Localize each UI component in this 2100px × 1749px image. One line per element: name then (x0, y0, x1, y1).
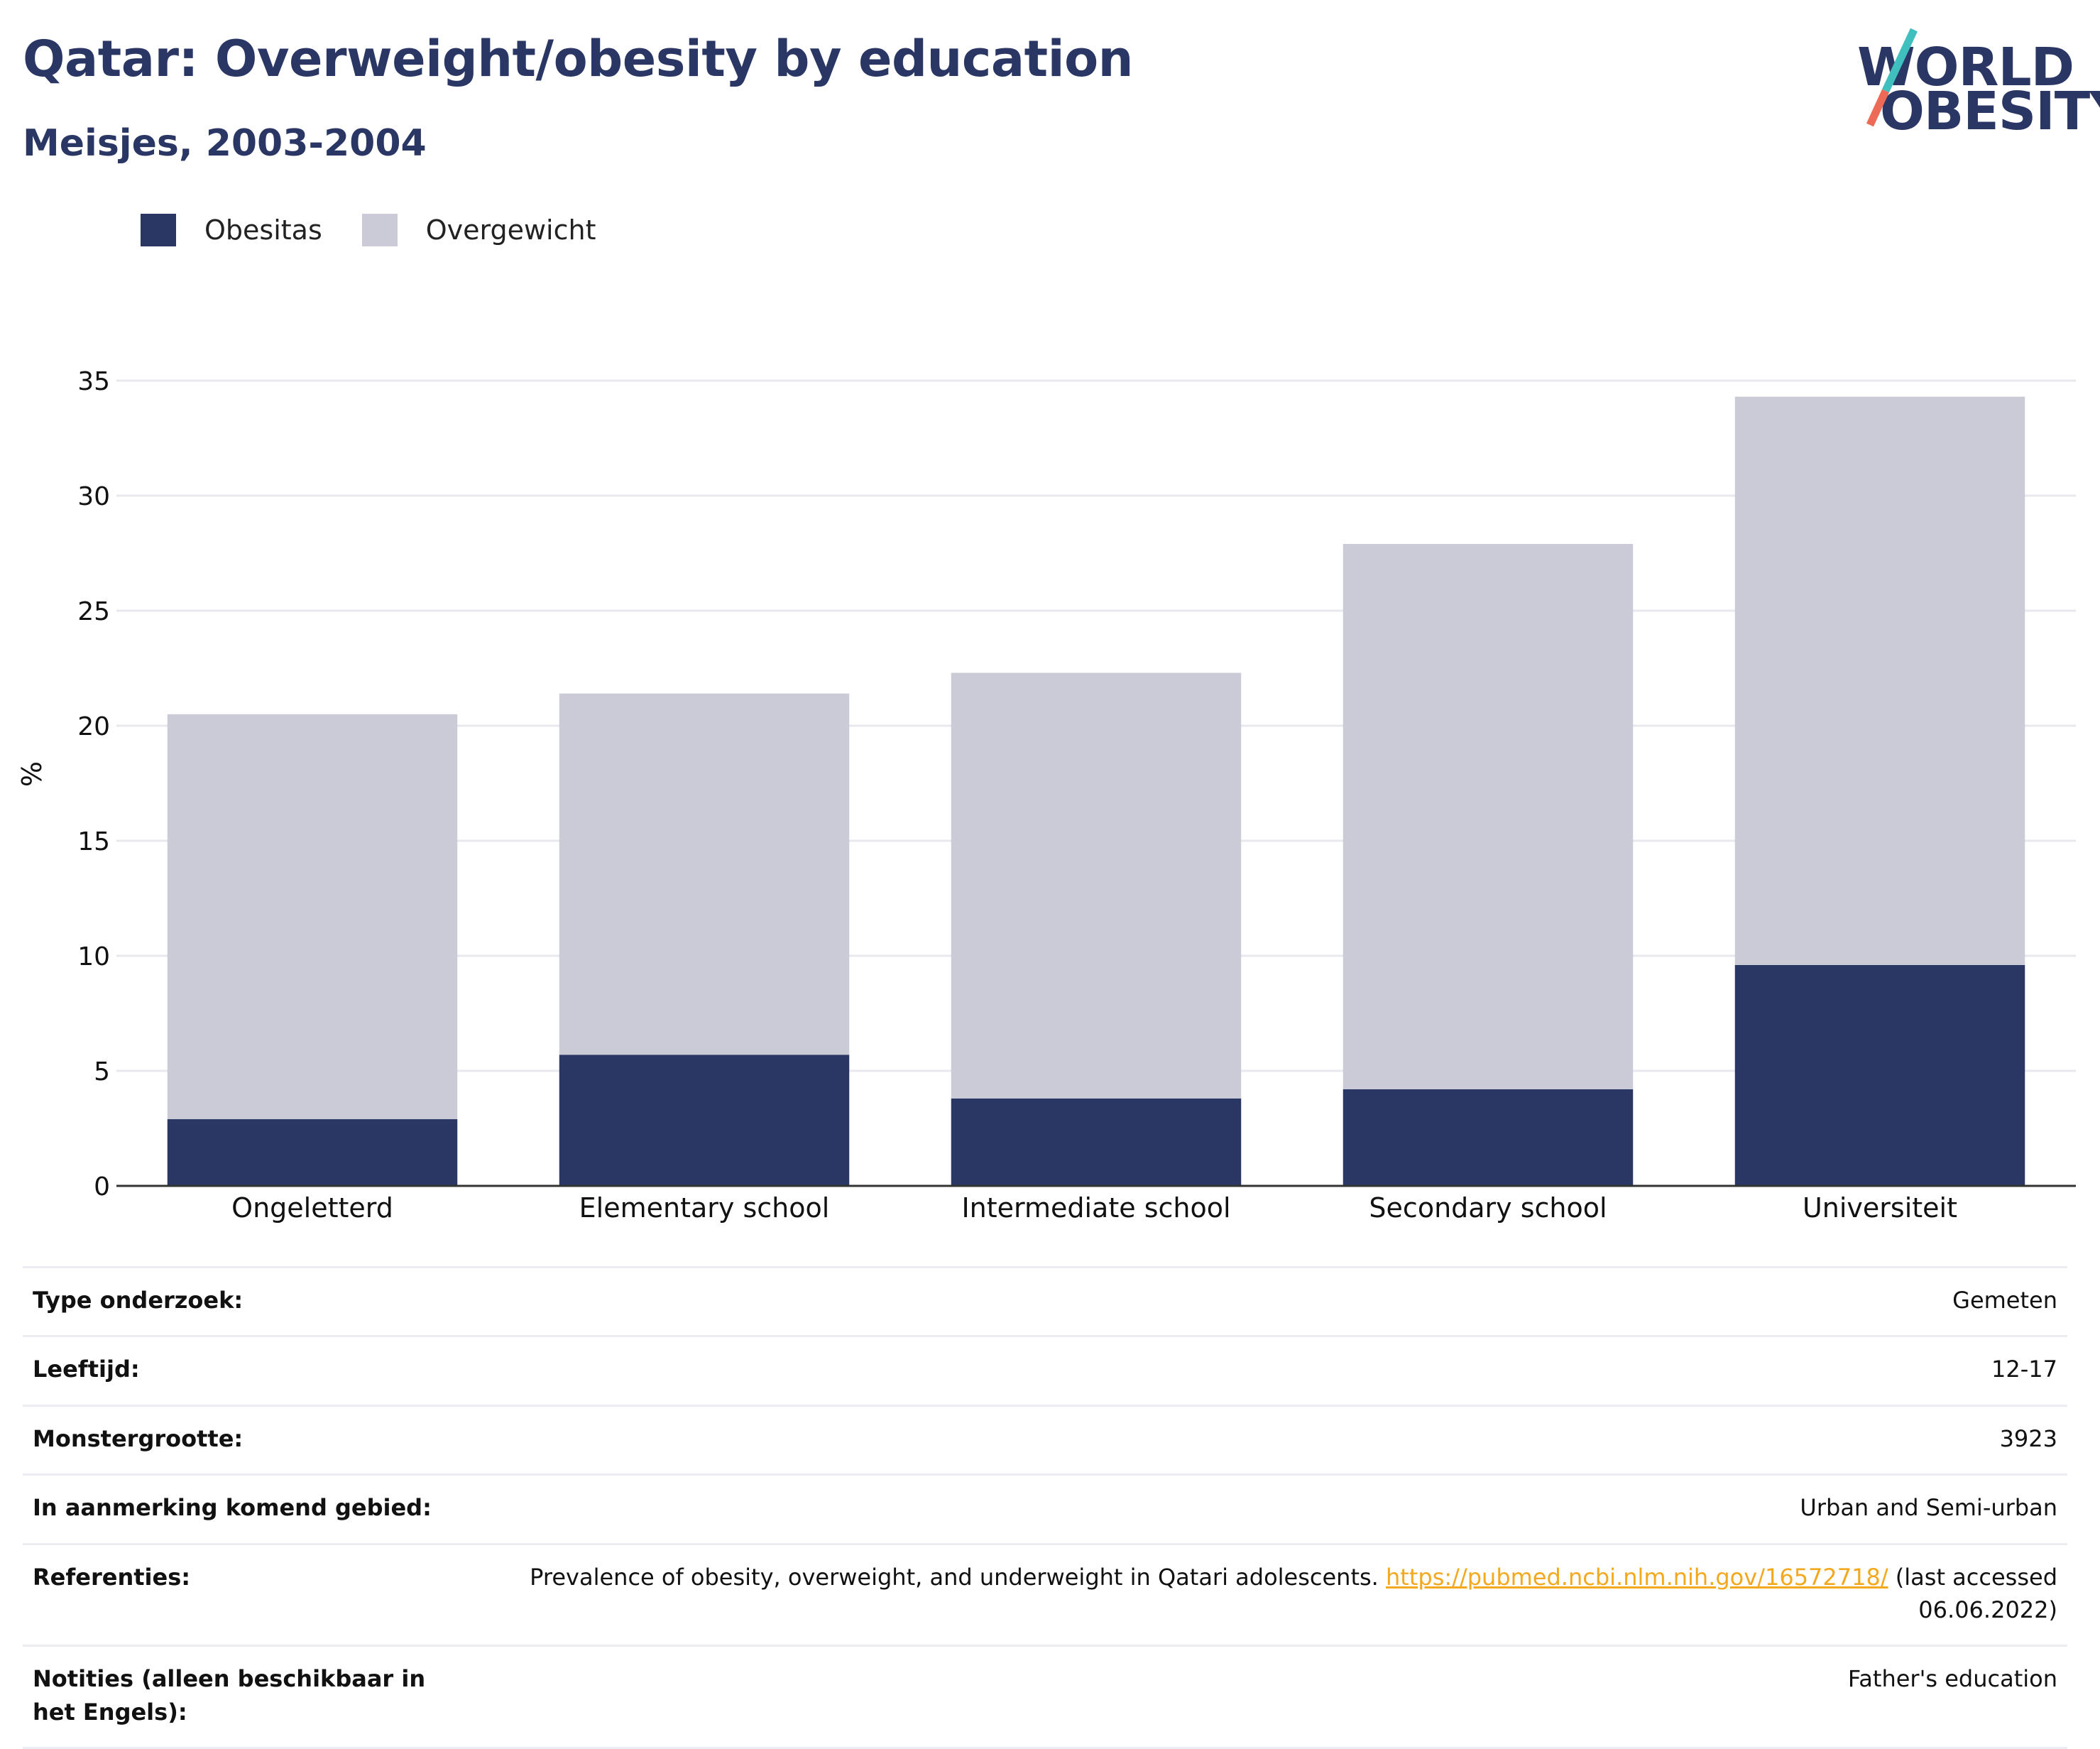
info-row-notes: Notities (alleen beschikbaar in het Enge… (23, 1645, 2067, 1749)
legend-swatch-obesitas (141, 214, 176, 246)
bar-obesitas-4[interactable] (1734, 964, 2025, 1186)
info-value: Urban and Semi-urban (469, 1473, 2067, 1544)
info-value: Father's education (469, 1645, 2067, 1749)
legend-label-obesitas: Obesitas (204, 214, 322, 246)
info-value: 3923 (469, 1404, 2067, 1475)
bar-obesitas-1[interactable] (559, 1055, 850, 1186)
logo-slash-icon (1866, 28, 1918, 127)
x-tick-label: Universiteit (1803, 1192, 1957, 1224)
chart-title: Qatar: Overweight/obesity by education (23, 30, 1134, 88)
y-tick-label: 10 (77, 942, 110, 971)
info-row-references: Referenties: Prevalence of obesity, over… (23, 1542, 2067, 1646)
x-tick-label: Elementary school (579, 1192, 830, 1224)
bars (116, 396, 2076, 1187)
bar-overgewicht-1[interactable] (559, 693, 850, 1055)
info-row-age: Leeftijd: 12-17 (23, 1335, 2067, 1406)
world-obesity-logo: WORLD OBESITY (1846, 20, 2100, 148)
y-tick-label: 20 (77, 712, 110, 741)
bar-obesitas-0[interactable] (167, 1119, 458, 1186)
y-tick-label: 15 (77, 827, 110, 856)
info-key: Referenties: (23, 1542, 469, 1646)
bar-overgewicht-4[interactable] (1734, 396, 2025, 965)
reference-text: Prevalence of obesity, overweight, and u… (530, 1563, 1387, 1591)
info-row-sample: Monstergrootte: 3923 (23, 1404, 2067, 1475)
logo-line-2: OBESITY (1880, 81, 2100, 142)
legend-item-overgewicht[interactable]: Overgewicht (361, 214, 596, 246)
legend-item-obesitas[interactable]: Obesitas (141, 214, 322, 246)
bar-obesitas-3[interactable] (1342, 1089, 1634, 1186)
info-key: Notities (alleen beschikbaar in het Enge… (23, 1645, 469, 1749)
reference-accessed: (last accessed 06.06.2022) (1888, 1563, 2057, 1623)
bar-chart: 0 5 10 15 20 25 30 35 Ongeletterd Elementary sch… (16, 367, 2076, 1224)
y-tick-labels: 0 5 10 15 20 25 30 35 (77, 367, 110, 1202)
info-value: 12-17 (469, 1335, 2067, 1406)
y-tick-label: 25 (77, 597, 110, 626)
chart-legend: Obesitas Overgewicht (141, 212, 636, 249)
info-key: Monstergrootte: (23, 1404, 469, 1475)
y-tick-label: 30 (77, 482, 110, 511)
y-axis-label: % (16, 761, 48, 787)
x-tick-label: Intermediate school (961, 1192, 1230, 1224)
info-key: In aanmerking komend gebied: (23, 1473, 469, 1544)
bar-overgewicht-0[interactable] (167, 714, 458, 1120)
legend-swatch-overgewicht (361, 214, 398, 246)
info-key: Type onderzoek: (23, 1265, 469, 1336)
legend-label-overgewicht: Overgewicht (425, 214, 596, 246)
info-value: Prevalence of obesity, overweight, and u… (469, 1542, 2067, 1646)
x-tick-labels: Ongeletterd Elementary school Intermediate… (231, 1192, 1957, 1224)
y-tick-label: 35 (77, 367, 110, 396)
y-tick-label: 0 (94, 1172, 110, 1202)
info-row-area: In aanmerking komend gebied: Urban and S… (23, 1473, 2067, 1544)
info-row-type: Type onderzoek: Gemeten (23, 1265, 2067, 1336)
chart-subtitle: Meisjes, 2003-2004 (23, 122, 427, 165)
x-tick-label: Secondary school (1369, 1192, 1607, 1224)
bar-obesitas-2[interactable] (951, 1098, 1242, 1186)
bar-overgewicht-2[interactable] (951, 672, 1242, 1099)
bar-overgewicht-3[interactable] (1342, 544, 1634, 1089)
info-key: Leeftijd: (23, 1335, 469, 1406)
x-tick-label: Ongeletterd (231, 1192, 393, 1224)
y-tick-label: 5 (94, 1057, 110, 1086)
info-value: Gemeten (469, 1265, 2067, 1336)
reference-link[interactable]: https://pubmed.ncbi.nlm.nih.gov/16572718… (1386, 1563, 1888, 1591)
info-table: Type onderzoek: Gemeten Leeftijd: 12-17 … (23, 1265, 2067, 1749)
